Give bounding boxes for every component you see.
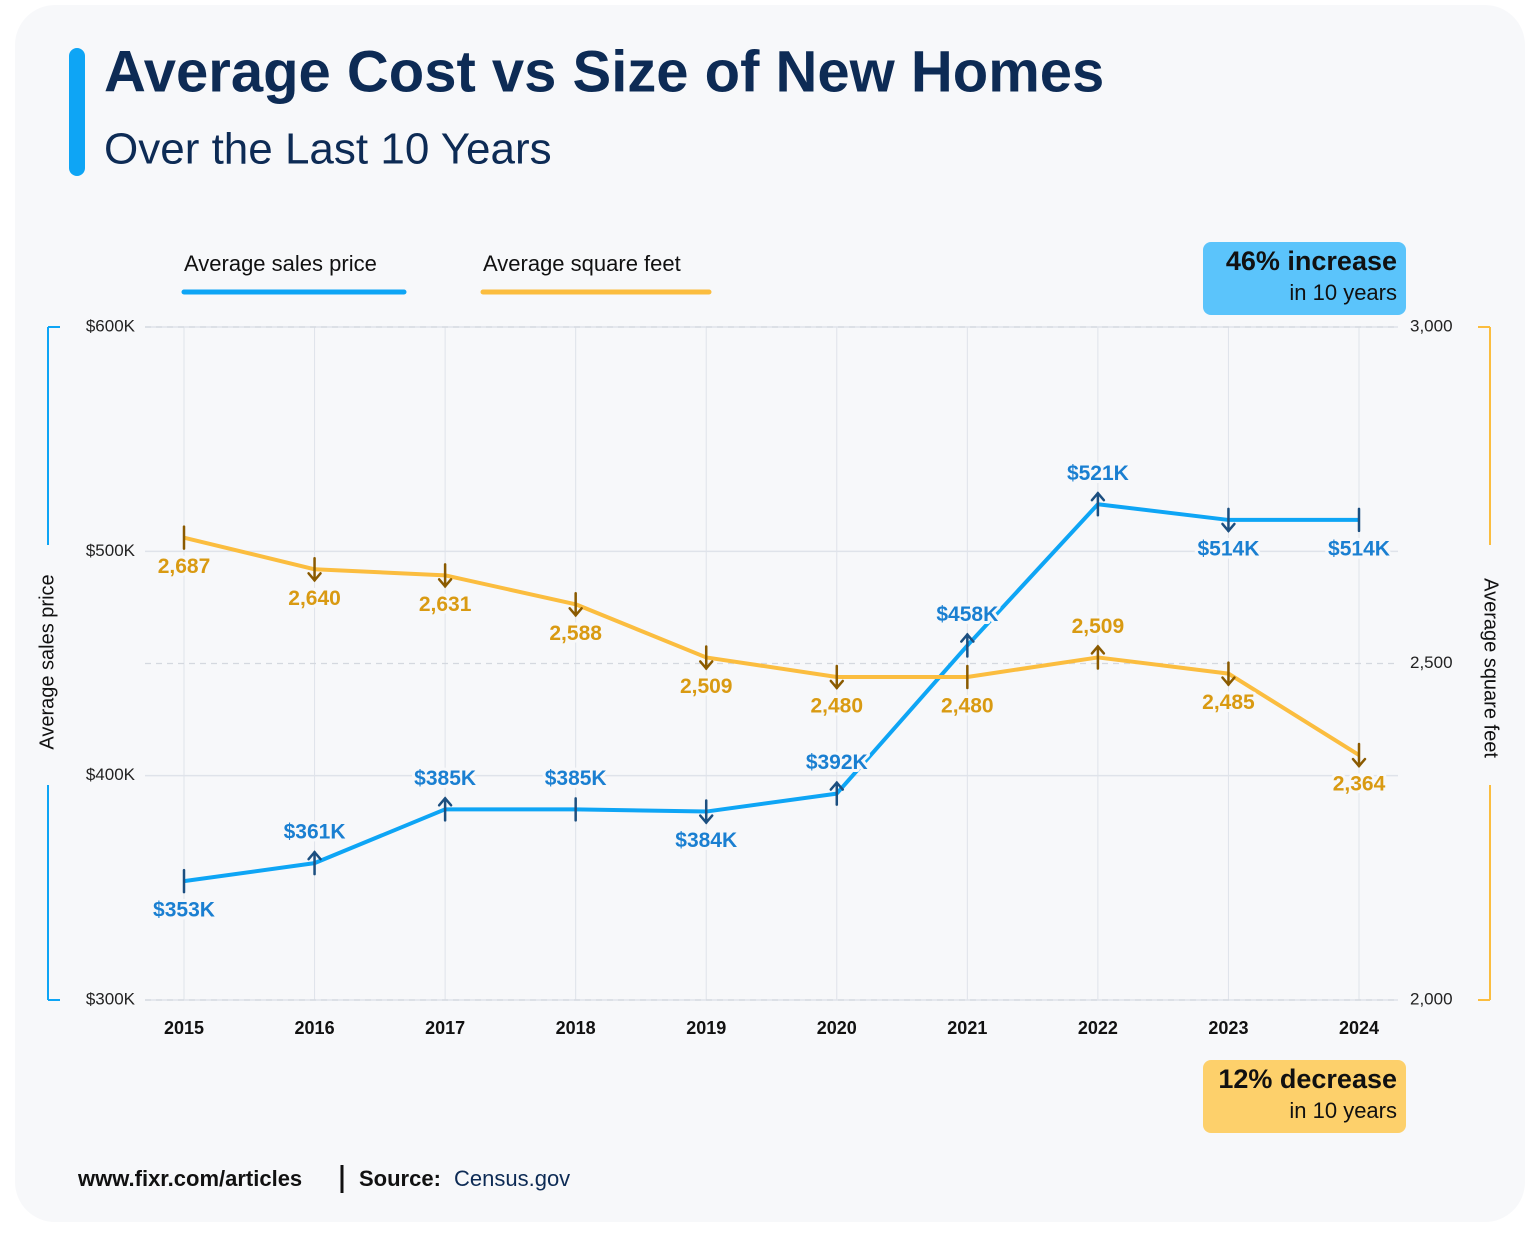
data-label: 2,509 [680, 675, 733, 698]
y-axis [47, 326, 60, 1001]
trend-arrow [1090, 491, 1106, 502]
chart-title: Average Cost vs Size of New Homes [104, 39, 1104, 104]
trend-arrow [829, 679, 845, 690]
data-label: 2,480 [941, 695, 994, 718]
x-tick-label: 2016 [295, 1018, 335, 1038]
trend-arrow [698, 814, 714, 825]
data-label: $514K [1328, 537, 1390, 560]
y-tick-label: $500K [86, 541, 136, 560]
data-label: $392K [806, 751, 868, 774]
x-tick-label: 2024 [1339, 1018, 1379, 1038]
data-label: $361K [284, 821, 346, 844]
data-label: 2,364 [1333, 773, 1386, 796]
trend-arrow [307, 850, 322, 861]
y2-tick-label: 2,000 [1410, 989, 1453, 1008]
trend-arrow [307, 572, 322, 583]
x-tick-label: 2017 [425, 1018, 465, 1038]
footer-source-label: Source: [359, 1166, 441, 1191]
y-tick-label: $600K [86, 316, 136, 335]
y-tick-label: $300K [86, 989, 136, 1008]
x-tick-label: 2018 [556, 1018, 596, 1038]
y-axis-label: Average sales price [36, 574, 58, 749]
series-line [183, 535, 1361, 757]
panel [15, 5, 1525, 1222]
annotation-note: in 10 years [1289, 1098, 1397, 1123]
series-line [183, 502, 1359, 884]
data-label: $385K [414, 767, 476, 790]
data-label: $458K [936, 603, 998, 626]
trend-arrow [1221, 522, 1236, 533]
trend-arrow [829, 780, 845, 791]
y-tick-label: $400K [86, 765, 136, 784]
data-label: $385K [545, 767, 607, 790]
data-label: 2,485 [1202, 691, 1255, 714]
accent-bar [69, 48, 85, 176]
chart-subtitle: Over the Last 10 Years [104, 125, 552, 174]
y2-tick-label: 3,000 [1410, 316, 1453, 335]
annotation-text: 12% decrease [1218, 1064, 1397, 1094]
trend-arrow [437, 796, 453, 807]
y2-axis-label: Average square feet [1480, 578, 1502, 758]
data-label: 2,640 [288, 587, 341, 610]
x-tick-label: 2020 [817, 1018, 857, 1038]
trend-arrow [1351, 757, 1367, 768]
data-label: $521K [1067, 462, 1129, 485]
annotation-box [1203, 1060, 1406, 1133]
x-tick-label: 2019 [686, 1018, 726, 1038]
x-tick-label: 2023 [1208, 1018, 1248, 1038]
data-label: 2,588 [549, 622, 602, 645]
x-tick-label: 2021 [947, 1018, 987, 1038]
trend-arrow [1090, 644, 1106, 655]
trend-arrow [1221, 676, 1236, 687]
grid [145, 326, 1398, 1001]
legend-label: Average square feet [483, 251, 681, 276]
data-label: 2,509 [1072, 615, 1125, 638]
footer-source: Census.gov [454, 1166, 570, 1191]
trend-arrow [437, 578, 453, 589]
data-label: 2,480 [810, 695, 863, 718]
trend-arrow [698, 660, 714, 671]
data-label: 2,631 [419, 593, 472, 616]
footer-site: www.fixr.com/articles [77, 1166, 302, 1191]
y2-axis [1478, 326, 1491, 1001]
data-label: $384K [675, 829, 737, 852]
annotation-box [1203, 242, 1406, 315]
trend-arrow [960, 632, 975, 643]
annotation-text: 46% increase [1226, 246, 1397, 276]
data-label: $514K [1197, 537, 1259, 560]
legend-label: Average sales price [184, 251, 377, 276]
annotation-note: in 10 years [1289, 280, 1397, 305]
x-tick-label: 2015 [164, 1018, 204, 1038]
data-label: 2,687 [158, 555, 211, 578]
trend-arrow [568, 607, 583, 618]
data-label: $353K [153, 899, 215, 922]
y2-tick-label: 2,500 [1410, 653, 1453, 672]
x-tick-label: 2022 [1078, 1018, 1118, 1038]
